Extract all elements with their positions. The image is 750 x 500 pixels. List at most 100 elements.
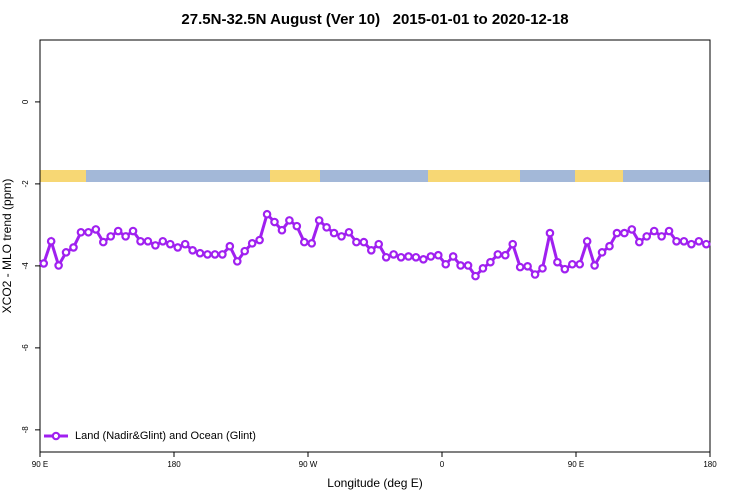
data-point: [486, 257, 495, 267]
data-point: [195, 248, 205, 258]
land-band: [428, 170, 520, 182]
data-point: [612, 228, 622, 238]
data-point: [411, 252, 421, 262]
data-point: [605, 241, 614, 251]
data-point: [165, 239, 175, 249]
data-point: [590, 261, 599, 270]
x-tick-label: 0: [440, 460, 445, 469]
data-point: [545, 228, 555, 238]
data-point: [91, 225, 101, 234]
data-point: [344, 227, 354, 237]
data-point: [553, 257, 562, 267]
data-point: [463, 261, 473, 270]
data-point: [210, 250, 220, 259]
data-point: [337, 232, 346, 241]
data-point: [277, 225, 287, 235]
x-axis-label: Longitude (deg E): [327, 476, 422, 490]
data-point: [151, 241, 160, 250]
data-point: [530, 270, 540, 279]
data-point: [493, 250, 503, 259]
data-point: [180, 239, 190, 249]
data-point: [381, 252, 391, 262]
legend-label: Land (Nadir&Glint) and Ocean (Glint): [75, 430, 256, 442]
x-tick-label: 180: [167, 460, 181, 469]
data-point: [374, 239, 384, 249]
data-point: [582, 236, 592, 246]
data-point: [121, 232, 130, 241]
data-point: [255, 235, 264, 245]
data-point: [46, 236, 56, 246]
data-point: [322, 223, 331, 232]
data-point: [508, 239, 518, 249]
data-point: [352, 237, 361, 247]
data-point: [597, 248, 607, 257]
data-point: [694, 236, 704, 246]
data-point: [538, 264, 547, 273]
data-point: [329, 228, 339, 238]
land-band: [40, 170, 86, 182]
data-point: [523, 261, 532, 271]
data-point: [366, 246, 376, 255]
data-point: [649, 226, 659, 236]
chart-title: 27.5N-32.5N August (Ver 10) 2015-01-01 t…: [181, 11, 568, 28]
data-point: [218, 250, 227, 259]
data-point: [359, 237, 369, 247]
data-point: [396, 252, 406, 262]
data-point: [128, 226, 138, 236]
data-point: [98, 237, 108, 247]
data-point: [575, 259, 585, 269]
data-point: [285, 216, 294, 225]
legend-marker: [51, 431, 61, 441]
data-point: [433, 250, 443, 260]
data-point: [664, 226, 674, 236]
y-tick-label: -8: [21, 426, 30, 434]
data-point: [515, 262, 525, 272]
y-axis-label: XCO2 - MLO trend (ppm): [0, 179, 14, 314]
x-tick-label: 90 E: [568, 460, 584, 469]
y-tick-label: -2: [21, 180, 30, 188]
data-point: [500, 250, 510, 260]
data-point: [567, 259, 577, 269]
data-point: [448, 252, 458, 261]
land-band: [575, 170, 623, 182]
data-point: [270, 217, 279, 227]
data-point: [620, 228, 629, 238]
data-point: [419, 255, 428, 264]
data-point: [292, 221, 302, 231]
data-point: [560, 264, 570, 274]
data-point: [701, 239, 711, 249]
data-point: [307, 239, 317, 248]
data-point: [627, 225, 637, 234]
data-point: [69, 243, 78, 252]
data-point: [404, 252, 413, 261]
data-point: [478, 264, 488, 273]
data-point: [687, 239, 696, 249]
data-point: [188, 246, 197, 255]
data-point: [61, 248, 71, 257]
data-point: [225, 241, 235, 251]
x-tick-label: 90 E: [32, 460, 48, 469]
data-point: [203, 250, 212, 259]
data-point: [106, 232, 116, 241]
x-tick-label: 180: [703, 460, 717, 469]
data-point: [54, 261, 63, 270]
land-ocean-strip: [40, 170, 710, 182]
data-point: [679, 236, 689, 246]
data-point: [456, 261, 465, 270]
data-point: [314, 216, 324, 225]
data-point: [136, 236, 145, 246]
data-point: [389, 250, 398, 259]
data-point: [672, 236, 681, 246]
data-point: [76, 227, 86, 237]
ocean-band: [40, 170, 710, 182]
data-point: [247, 239, 257, 248]
data-point: [232, 257, 242, 266]
data-point: [240, 246, 250, 256]
y-tick-label: 0: [21, 99, 30, 104]
data-point: [426, 252, 436, 261]
data-point: [642, 232, 652, 241]
data-point: [158, 236, 168, 246]
data-point: [634, 237, 644, 247]
land-band: [270, 170, 320, 182]
